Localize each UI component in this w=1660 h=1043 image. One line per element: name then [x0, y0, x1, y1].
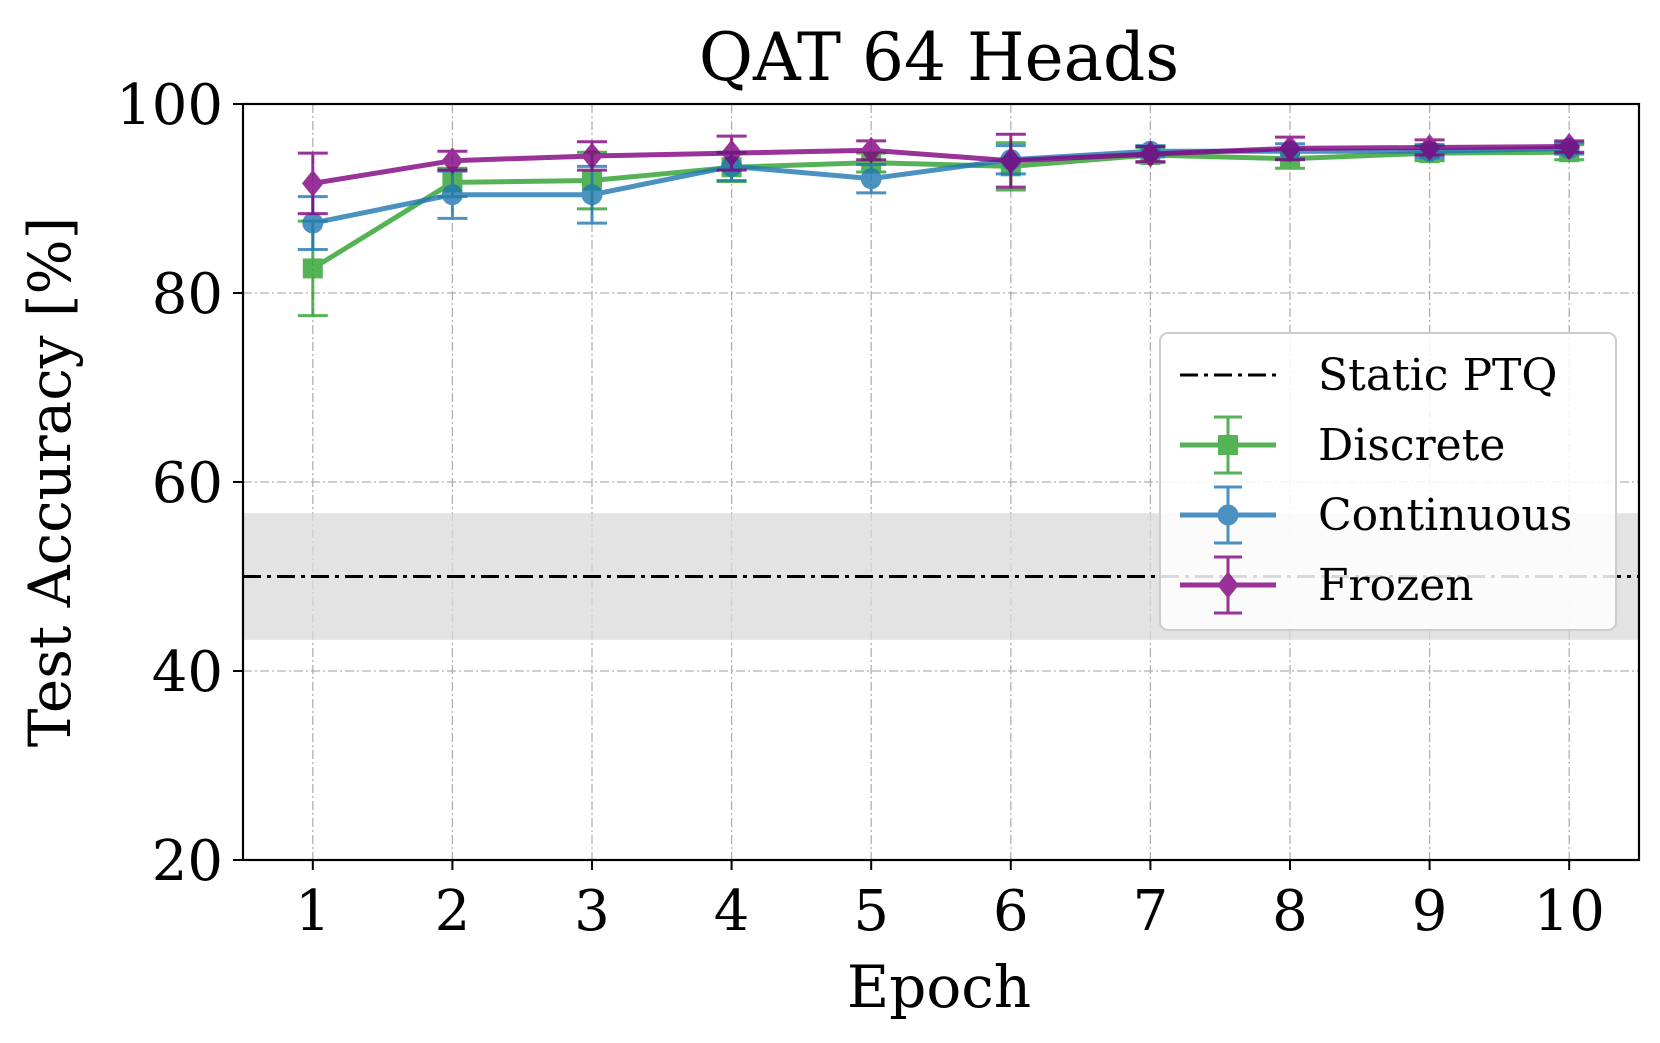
- y-tick-label: 20: [152, 829, 223, 894]
- data-point-frozen: [1279, 134, 1301, 162]
- x-tick-label: 7: [1133, 879, 1169, 944]
- series-line-continuous: [312, 145, 1570, 226]
- legend-item-static-ptq: Static PTQ: [1180, 350, 1557, 401]
- x-tick-label: 2: [435, 879, 471, 944]
- legend: Static PTQ Discrete Continuous Frozen: [1159, 332, 1617, 631]
- series-frozen: [297, 132, 1585, 216]
- legend-swatch-marker: [1217, 504, 1239, 526]
- legend-label-discrete: Discrete: [1318, 420, 1505, 471]
- x-tick-label: 1: [295, 879, 331, 944]
- data-point-frozen: [860, 136, 882, 164]
- legend-item-frozen: Frozen: [1180, 555, 1474, 615]
- y-tick-label: 100: [116, 73, 223, 138]
- data-point-continuous: [441, 184, 463, 206]
- legend-label-continuous: Continuous: [1318, 490, 1572, 541]
- legend-item-continuous: Continuous: [1180, 485, 1572, 545]
- data-point-continuous: [860, 168, 882, 190]
- legend-box: [1159, 332, 1617, 631]
- data-point-frozen: [302, 169, 324, 197]
- legend-item-discrete: Discrete: [1180, 415, 1505, 475]
- x-tick-label: 4: [714, 879, 750, 944]
- legend-swatch-marker: [1217, 571, 1239, 599]
- x-tick-label: 8: [1272, 879, 1308, 944]
- data-point-frozen: [1558, 133, 1580, 161]
- y-tick-label: 60: [152, 451, 223, 516]
- x-tick-label: 10: [1534, 879, 1605, 944]
- y-tick-label: 40: [152, 640, 223, 705]
- y-axis-label: Test Accuracy [%]: [16, 217, 84, 748]
- legend-swatch-discrete: [1180, 415, 1276, 475]
- data-point-frozen: [581, 142, 603, 170]
- y-axis-ticks: 20 40 60 80 100: [116, 73, 243, 894]
- legend-label-frozen: Frozen: [1318, 560, 1474, 611]
- x-tick-label: 5: [853, 879, 889, 944]
- x-tick-label: 9: [1412, 879, 1448, 944]
- series-line-frozen: [312, 144, 1570, 186]
- series-layer: [297, 132, 1585, 318]
- x-axis-ticks: 1 2 3 4 5 6 7 8 9 10: [295, 860, 1605, 944]
- data-point-continuous: [302, 212, 324, 234]
- x-tick-label: 3: [574, 879, 610, 944]
- data-point-frozen: [441, 147, 464, 175]
- y-tick-label: 80: [152, 262, 223, 327]
- chart-title: QAT 64 Heads: [699, 19, 1179, 96]
- data-point-frozen: [1139, 140, 1162, 168]
- data-point-frozen: [1418, 133, 1441, 161]
- legend-label-static-ptq: Static PTQ: [1318, 350, 1557, 401]
- legend-swatch-frozen: [1180, 555, 1276, 615]
- data-point-discrete: [302, 258, 323, 279]
- data-point-continuous: [581, 184, 603, 206]
- series-line-discrete: [311, 149, 1570, 271]
- data-point-frozen: [1000, 147, 1022, 175]
- x-tick-label: 6: [993, 879, 1029, 944]
- legend-swatch-marker: [1218, 435, 1238, 455]
- data-point-frozen: [720, 139, 743, 167]
- x-axis-label: Epoch: [847, 953, 1031, 1021]
- legend-swatch-continuous: [1180, 485, 1276, 545]
